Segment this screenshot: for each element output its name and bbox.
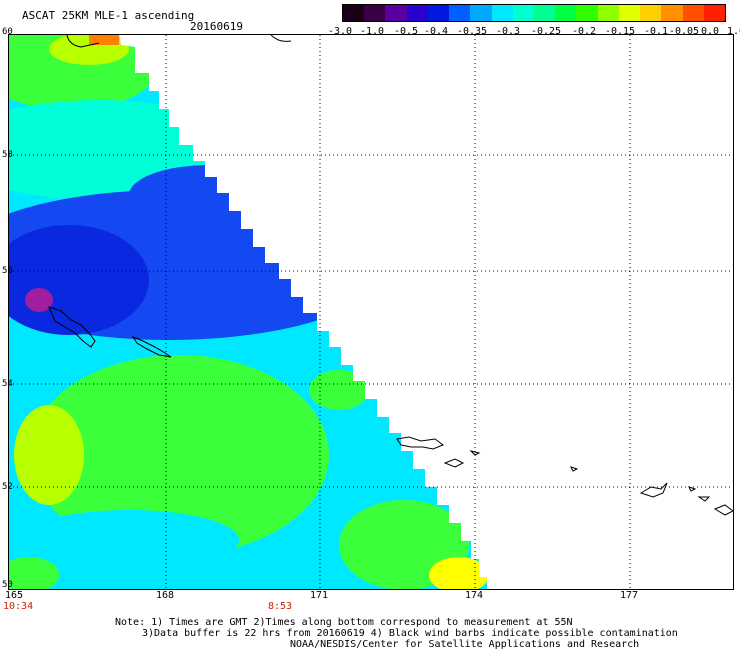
colorbar-segment	[406, 5, 428, 21]
colorbar-segment	[597, 5, 619, 21]
colorbar-segment	[576, 5, 598, 21]
colorbar-segment	[470, 5, 492, 21]
lat-label-54: 54	[2, 379, 13, 389]
lat-label-60: 60	[2, 27, 13, 37]
coastline-top-right	[270, 35, 292, 42]
lon-label-165: 165	[4, 590, 24, 601]
island-bering	[48, 306, 96, 348]
island-rat-1	[688, 486, 697, 492]
colorbar-tick-label: -0.5	[393, 26, 419, 37]
lat-label-50: 50	[2, 580, 13, 590]
colorbar-tick-label: -0.05	[668, 26, 700, 37]
colorbar-tick-label: -0.3	[495, 26, 521, 37]
coastline-kamchatka	[66, 35, 100, 48]
time-label-mid: 8:53	[268, 601, 293, 612]
field-green-left	[14, 405, 84, 505]
island-shemya	[469, 450, 481, 456]
lat-label-56: 56	[2, 266, 13, 276]
lat-label-52: 52	[2, 482, 13, 492]
colorbar-tick-label: -0.1	[643, 26, 669, 37]
product-date: 20160619	[190, 20, 243, 33]
colorbar-segment	[491, 5, 513, 21]
island-amchitka	[713, 504, 733, 516]
lon-label-174: 174	[464, 590, 484, 601]
wind-field	[9, 35, 487, 589]
map-panel	[8, 34, 734, 590]
field-cyan-bottom	[19, 510, 239, 570]
island-buldir	[570, 466, 579, 472]
colorbar-segment	[512, 5, 534, 21]
product-title: ASCAT 25KM MLE-1 ascending	[22, 9, 195, 22]
colorbar-segment	[427, 5, 450, 21]
field-green-corner	[9, 557, 59, 589]
lon-label-168: 168	[155, 590, 175, 601]
lat-label-58: 58	[2, 150, 13, 160]
colorbar-segment	[682, 5, 704, 21]
colorbar-segment	[385, 5, 407, 21]
colorbar-segment	[555, 5, 577, 21]
field-blue-upper	[129, 165, 289, 225]
colorbar-segment	[703, 5, 725, 21]
colorbar-segment	[449, 5, 471, 21]
colorbar-tick-label: -0.2	[571, 26, 597, 37]
colorbar-segment	[618, 5, 641, 21]
colorbar-segment	[661, 5, 683, 21]
colorbar-segment	[533, 5, 556, 21]
note-line-3: NOAA/NESDIS/Center for Satellite Applica…	[290, 639, 640, 650]
colorbar-segment	[343, 5, 365, 21]
field-magenta-spot	[25, 288, 53, 312]
field-green-mid	[309, 370, 369, 410]
island-kiska	[639, 482, 668, 498]
note-line-2: 3)Data buffer is 22 hrs from 20160619 4)…	[142, 628, 678, 639]
lon-label-171: 171	[309, 590, 329, 601]
colorbar-tick-label: -0.15	[604, 26, 636, 37]
colorbar-tick-label: -0.4	[423, 26, 449, 37]
field-green-lower	[29, 355, 329, 555]
colorbar-tick-label: -0.35	[456, 26, 488, 37]
island-rat-2	[697, 496, 711, 502]
island-agattu	[443, 458, 465, 468]
field-orange-top	[89, 35, 119, 45]
field-yellow-bottom	[429, 557, 487, 589]
colorbar-tick-label: -0.25	[530, 26, 562, 37]
colorbar-tick-label: 0.0	[700, 26, 720, 37]
colorbar-tick-label: -1.0	[359, 26, 385, 37]
island-medny	[131, 335, 172, 358]
note-line-1: Note: 1) Times are GMT 2)Times along bot…	[115, 617, 573, 628]
colorbar-tick-label: 1.0	[726, 26, 740, 37]
time-label-left: 10:34	[3, 601, 34, 612]
colorbar-segment	[364, 5, 386, 21]
island-attu	[396, 436, 445, 450]
colorbar-segment	[640, 5, 662, 21]
colorbar-tick-label: -3.0	[327, 26, 353, 37]
lon-label-177: 177	[619, 590, 639, 601]
colorbar	[342, 4, 726, 22]
map-svg	[9, 35, 733, 589]
